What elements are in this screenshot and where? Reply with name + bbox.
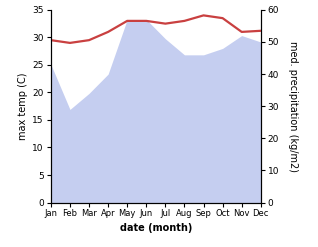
Y-axis label: med. precipitation (kg/m2): med. precipitation (kg/m2) (287, 41, 298, 172)
Y-axis label: max temp (C): max temp (C) (18, 72, 28, 140)
X-axis label: date (month): date (month) (120, 223, 192, 233)
